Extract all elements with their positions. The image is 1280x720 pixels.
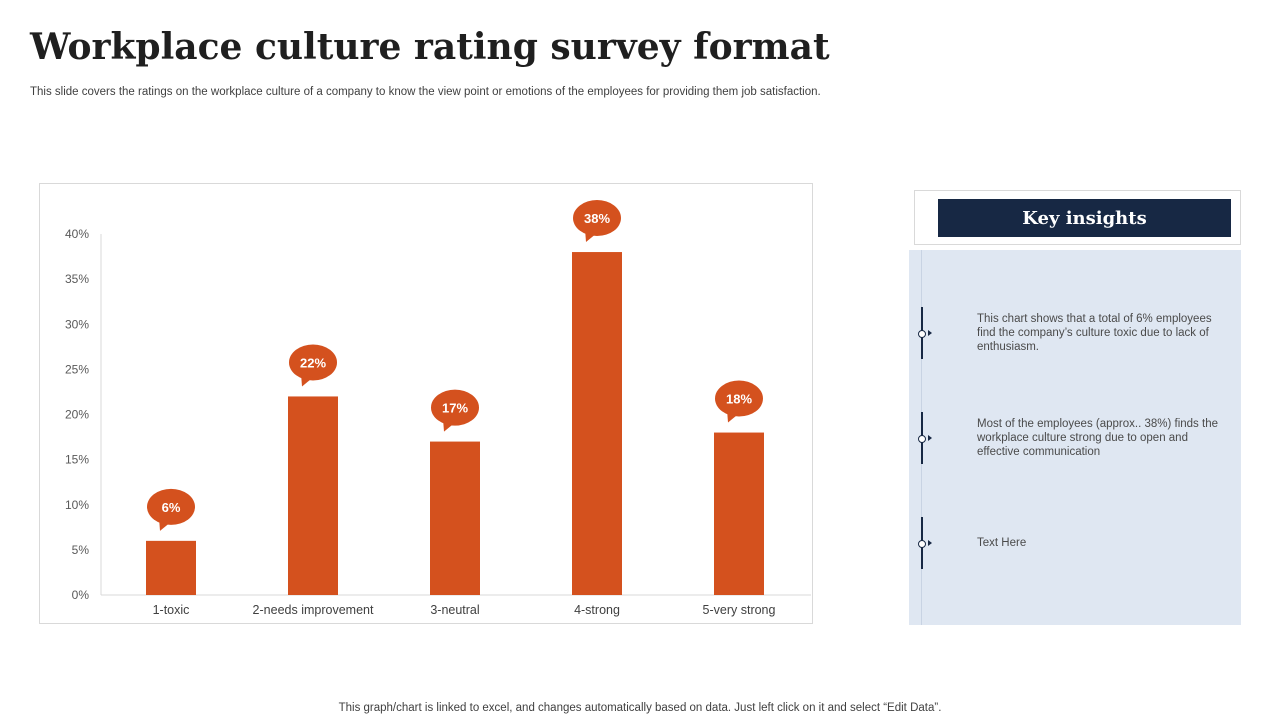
x-tick-label: 5-very strong bbox=[703, 603, 776, 617]
y-tick-label: 25% bbox=[65, 362, 89, 376]
x-tick-label: 2-needs improvement bbox=[253, 603, 374, 617]
data-label-bubble bbox=[431, 389, 479, 426]
data-label-bubble bbox=[289, 344, 337, 381]
insight-text: Text Here bbox=[977, 537, 1027, 549]
insight-text: This chart shows that a total of 6% empl… bbox=[977, 313, 1212, 353]
x-tick-label: 1-toxic bbox=[153, 603, 190, 617]
insights-title: Key insights bbox=[938, 199, 1231, 237]
data-label-bubble-tail bbox=[727, 409, 739, 423]
bar-chart[interactable]: 0% 5% 10% 15% 20% 25% 30% 35% 40% 1-toxic 6% 2-need… bbox=[39, 183, 813, 624]
data-label: 6% bbox=[162, 500, 181, 515]
insight-text: Most of the employees (approx.. 38%) fin… bbox=[977, 418, 1218, 458]
bar-5 bbox=[714, 432, 764, 595]
insight-marker-dot bbox=[918, 540, 926, 548]
bar-chart-svg: 0% 5% 10% 15% 20% 25% 30% 35% 40% 1-toxic 6% 2-need… bbox=[65, 200, 811, 617]
y-tick-label: 10% bbox=[65, 498, 89, 512]
insight-marker-dot bbox=[918, 435, 926, 443]
x-tick-label: 4-strong bbox=[574, 603, 620, 617]
data-label-bubble bbox=[147, 488, 195, 525]
data-label-bubble-tail bbox=[159, 517, 171, 531]
insights-panel: This chart shows that a total of 6% empl… bbox=[909, 250, 1241, 625]
data-label: 22% bbox=[300, 355, 326, 370]
y-tick-label: 30% bbox=[65, 317, 89, 331]
y-tick-label: 0% bbox=[72, 588, 90, 602]
data-label-bubble bbox=[715, 380, 763, 417]
data-label-bubble bbox=[573, 200, 621, 237]
arrow-right-icon bbox=[928, 330, 932, 336]
bar-3 bbox=[430, 441, 480, 595]
bar-1 bbox=[146, 540, 196, 595]
data-label-bubble-tail bbox=[443, 418, 455, 432]
data-label: 18% bbox=[726, 392, 752, 407]
y-tick-label: 20% bbox=[65, 408, 89, 422]
y-tick-label: 40% bbox=[65, 227, 89, 241]
y-tick-label: 35% bbox=[65, 272, 89, 286]
data-label: 38% bbox=[584, 211, 610, 226]
insight-marker-dot bbox=[918, 330, 926, 338]
bar-2 bbox=[288, 396, 338, 595]
footer-note: This graph/chart is linked to excel, and… bbox=[338, 702, 942, 714]
data-label: 17% bbox=[442, 401, 468, 416]
data-label-bubble-tail bbox=[585, 229, 597, 243]
y-tick-label: 5% bbox=[72, 543, 90, 557]
x-tick-label: 3-neutral bbox=[430, 603, 479, 617]
bar-4 bbox=[572, 252, 622, 596]
page-subtitle: This slide covers the ratings on the wor… bbox=[30, 86, 821, 98]
y-tick-label: 15% bbox=[65, 453, 89, 467]
page-title: Workplace culture rating survey format bbox=[30, 26, 830, 68]
arrow-right-icon bbox=[928, 540, 932, 546]
arrow-right-icon bbox=[928, 435, 932, 441]
data-label-bubble-tail bbox=[301, 373, 313, 387]
